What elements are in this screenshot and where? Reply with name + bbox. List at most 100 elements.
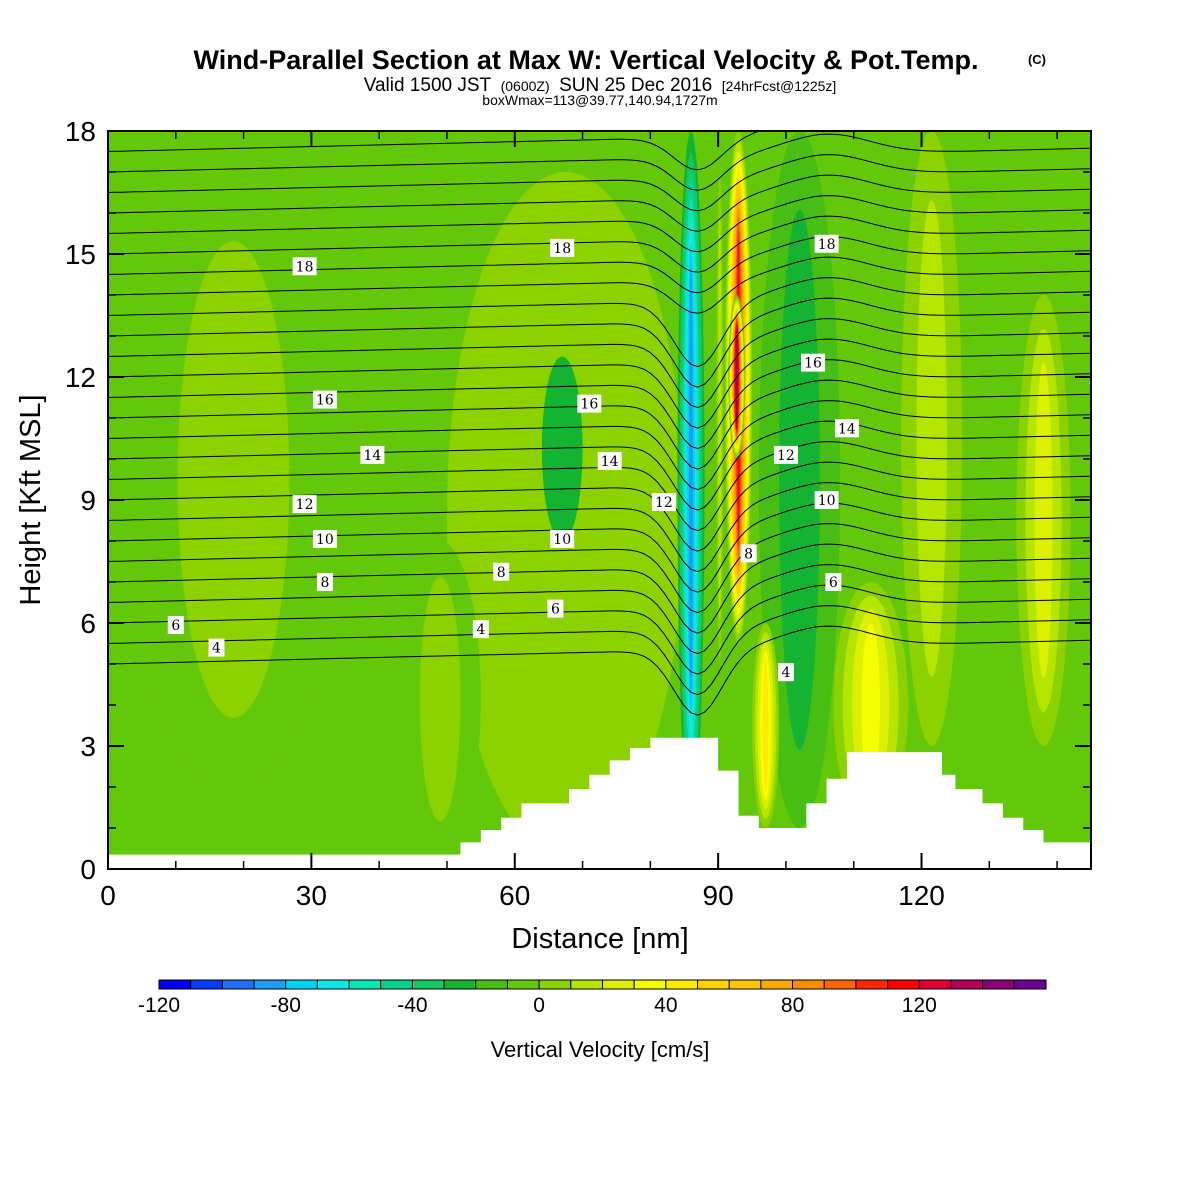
colorbar-swatch (348, 979, 382, 990)
theta-contour-label: 10 (312, 529, 337, 548)
velocity-cell (714, 131, 725, 705)
velocity-cell (677, 131, 705, 828)
theta-contour-label: 8 (316, 573, 333, 591)
y-axis-label: Height [Kft MSL] (15, 394, 47, 605)
colorbar-swatch (538, 979, 572, 990)
theta-label-box (577, 394, 602, 413)
theta-label-text: 10 (553, 532, 571, 548)
colorbar-swatch (697, 979, 730, 990)
velocity-cell (752, 623, 780, 828)
theta-label-text: 14 (363, 448, 381, 464)
x-tick-label: 60 (499, 880, 530, 911)
y-tick-label: 18 (65, 116, 96, 147)
colorbar-tick-label: 0 (533, 994, 545, 1017)
colorbar-swatch (570, 979, 603, 990)
theta-contour-line (108, 195, 1091, 253)
theta-label-box (597, 452, 622, 471)
box-wmax-label: boxWmax=113@39.77,140.94,1727m (482, 92, 717, 108)
y-tick-label: 3 (80, 731, 96, 762)
theta-label-text: 10 (818, 493, 836, 509)
theta-label-text: 12 (296, 497, 314, 513)
theta-contour-label: 14 (360, 445, 385, 464)
theta-contour-label: 14 (834, 419, 859, 438)
theta-contour-line (108, 154, 1091, 212)
theta-contour-line (108, 359, 1091, 450)
theta-label-text: 4 (781, 665, 790, 681)
theta-label-text: 6 (829, 575, 838, 591)
theta-label-box (814, 491, 839, 509)
theta-label-box (550, 238, 575, 257)
velocity-cell (1016, 295, 1071, 746)
velocity-band (1034, 362, 1053, 679)
theta-label-text: 8 (497, 565, 506, 581)
theta-contour-label: 10 (814, 491, 839, 509)
colorbar-swatch (475, 979, 508, 990)
theta-label-text: 14 (838, 421, 856, 437)
theta-contour-label: 14 (597, 452, 622, 471)
theta-label-box (773, 445, 798, 464)
colorbar (158, 979, 1047, 990)
colorbar-tick-label: 80 (781, 994, 804, 1017)
theta-contour-line (108, 584, 1091, 675)
theta-contour-line (108, 256, 1091, 314)
theta-contour-label: 12 (773, 445, 798, 464)
theta-contour-line (108, 277, 1091, 368)
theta-label-text: 4 (476, 622, 485, 638)
theta-label-box (292, 257, 317, 276)
colorbar-swatch (792, 979, 825, 990)
x-axis: 0 30 60 90 120 (100, 131, 1058, 911)
theta-contour-line (108, 523, 1091, 614)
theta-label-text: 4 (212, 641, 221, 657)
theta-label-text: 16 (580, 397, 598, 413)
velocity-cell (399, 541, 481, 857)
theta-label-box (550, 529, 575, 548)
velocity-cell (541, 356, 583, 541)
velocity-band (916, 200, 947, 677)
velocity-band (762, 659, 769, 792)
theta-label-text: 18 (818, 237, 836, 253)
theta-label-box (292, 495, 317, 514)
velocity-band (779, 209, 820, 750)
theta-contour-label: 16 (312, 390, 337, 409)
theta-label-box (834, 419, 859, 438)
colorbar-swatch (760, 979, 794, 990)
forecast-label: [24hrFcst@1225z] (722, 78, 837, 94)
x-axis-label: Distance [nm] (511, 923, 688, 955)
colorbar-swatch (602, 979, 635, 990)
theta-contour-line (108, 564, 1091, 655)
x-tick-label: 90 (703, 880, 734, 911)
valid-utc-label: (0600Z) (501, 78, 550, 94)
theta-label-box (312, 390, 337, 409)
theta-label-box (472, 620, 489, 639)
colorbar-tick-label: 120 (902, 994, 937, 1017)
theta-label-box (651, 493, 676, 512)
velocity-cell (901, 131, 963, 746)
theta-label-text: 6 (551, 602, 560, 618)
x-tick-label: 0 (100, 880, 116, 911)
velocity-field (121, 131, 1071, 857)
theta-contour-label: 8 (493, 562, 510, 581)
y-tick-label: 12 (65, 362, 96, 393)
theta-label-text: 16 (316, 393, 334, 409)
theta-label-text: 10 (316, 532, 334, 548)
colorbar-swatch (253, 979, 287, 990)
theta-label-text: 6 (171, 618, 180, 634)
theta-contour-label: 12 (651, 493, 676, 512)
velocity-band (689, 265, 693, 694)
theta-label-box (312, 529, 337, 548)
colorbar-swatch (665, 979, 699, 990)
colorbar-swatch (855, 979, 889, 990)
theta-contour-line (108, 502, 1091, 593)
theta-label-text: 12 (655, 495, 673, 511)
velocity-band (718, 217, 722, 619)
colorbar-swatch (411, 979, 445, 990)
theta-contour-label: 10 (550, 529, 575, 548)
colorbar-swatch (950, 979, 984, 990)
theta-label-text: 14 (601, 454, 619, 470)
theta-label-text: 16 (804, 356, 822, 372)
colorbar-swatch (221, 979, 255, 990)
theta-contour-label: 16 (577, 394, 602, 413)
x-tick-label: 30 (296, 880, 327, 911)
theta-contour-line (108, 338, 1091, 429)
